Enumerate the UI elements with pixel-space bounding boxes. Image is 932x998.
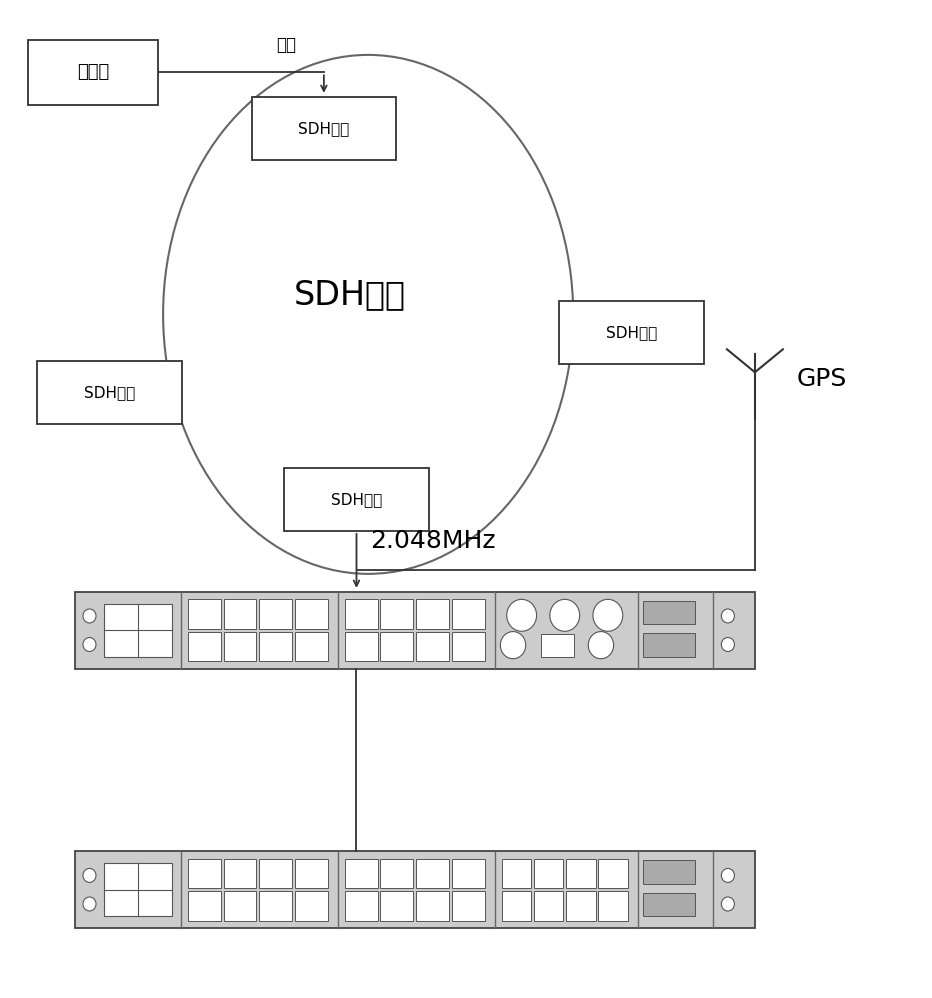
Circle shape <box>588 632 613 659</box>
FancyBboxPatch shape <box>104 604 172 657</box>
FancyBboxPatch shape <box>452 599 485 629</box>
Circle shape <box>593 600 623 632</box>
FancyBboxPatch shape <box>259 858 292 888</box>
FancyBboxPatch shape <box>534 891 563 920</box>
FancyBboxPatch shape <box>188 891 221 920</box>
FancyBboxPatch shape <box>643 601 695 625</box>
Circle shape <box>83 638 96 652</box>
FancyBboxPatch shape <box>345 891 377 920</box>
Circle shape <box>83 868 96 882</box>
FancyBboxPatch shape <box>104 863 172 916</box>
FancyBboxPatch shape <box>643 892 695 916</box>
FancyBboxPatch shape <box>541 634 574 657</box>
Circle shape <box>721 868 734 882</box>
Circle shape <box>721 897 734 911</box>
Circle shape <box>550 600 580 632</box>
FancyBboxPatch shape <box>416 891 449 920</box>
FancyBboxPatch shape <box>259 599 292 629</box>
FancyBboxPatch shape <box>75 592 755 669</box>
FancyBboxPatch shape <box>224 599 256 629</box>
FancyBboxPatch shape <box>380 599 413 629</box>
Circle shape <box>83 609 96 623</box>
Text: GPS: GPS <box>797 367 847 391</box>
FancyBboxPatch shape <box>501 858 531 888</box>
FancyBboxPatch shape <box>188 858 221 888</box>
FancyBboxPatch shape <box>345 632 377 661</box>
FancyBboxPatch shape <box>345 599 377 629</box>
FancyBboxPatch shape <box>598 891 628 920</box>
Circle shape <box>500 632 526 659</box>
FancyBboxPatch shape <box>598 858 628 888</box>
FancyBboxPatch shape <box>452 858 485 888</box>
FancyBboxPatch shape <box>224 858 256 888</box>
FancyBboxPatch shape <box>501 891 531 920</box>
Circle shape <box>507 600 537 632</box>
FancyBboxPatch shape <box>259 632 292 661</box>
FancyBboxPatch shape <box>259 891 292 920</box>
FancyBboxPatch shape <box>295 858 328 888</box>
Text: 原子钟: 原子钟 <box>77 63 109 82</box>
FancyBboxPatch shape <box>37 361 182 424</box>
Text: SDH设备: SDH设备 <box>298 121 350 136</box>
Circle shape <box>721 609 734 623</box>
FancyBboxPatch shape <box>559 301 704 364</box>
FancyBboxPatch shape <box>295 891 328 920</box>
FancyBboxPatch shape <box>416 632 449 661</box>
FancyBboxPatch shape <box>224 891 256 920</box>
FancyBboxPatch shape <box>534 858 563 888</box>
Text: 2.048MHz: 2.048MHz <box>371 529 496 554</box>
FancyBboxPatch shape <box>188 632 221 661</box>
FancyBboxPatch shape <box>380 891 413 920</box>
FancyBboxPatch shape <box>380 632 413 661</box>
FancyBboxPatch shape <box>188 599 221 629</box>
FancyBboxPatch shape <box>566 891 596 920</box>
Text: 频率: 频率 <box>277 36 296 54</box>
FancyBboxPatch shape <box>452 891 485 920</box>
FancyBboxPatch shape <box>380 858 413 888</box>
Circle shape <box>721 638 734 652</box>
Text: SDH网络: SDH网络 <box>294 277 405 311</box>
FancyBboxPatch shape <box>345 858 377 888</box>
Text: SDH设备: SDH设备 <box>606 325 657 340</box>
FancyBboxPatch shape <box>295 599 328 629</box>
FancyBboxPatch shape <box>252 97 396 160</box>
FancyBboxPatch shape <box>452 632 485 661</box>
Circle shape <box>83 897 96 911</box>
FancyBboxPatch shape <box>416 858 449 888</box>
FancyBboxPatch shape <box>416 599 449 629</box>
Text: SDH设备: SDH设备 <box>331 492 382 507</box>
FancyBboxPatch shape <box>643 860 695 884</box>
Text: SDH设备: SDH设备 <box>84 385 135 400</box>
FancyBboxPatch shape <box>75 851 755 928</box>
FancyBboxPatch shape <box>284 468 429 531</box>
FancyBboxPatch shape <box>566 858 596 888</box>
FancyBboxPatch shape <box>28 40 158 105</box>
FancyBboxPatch shape <box>224 632 256 661</box>
FancyBboxPatch shape <box>295 632 328 661</box>
FancyBboxPatch shape <box>643 633 695 657</box>
